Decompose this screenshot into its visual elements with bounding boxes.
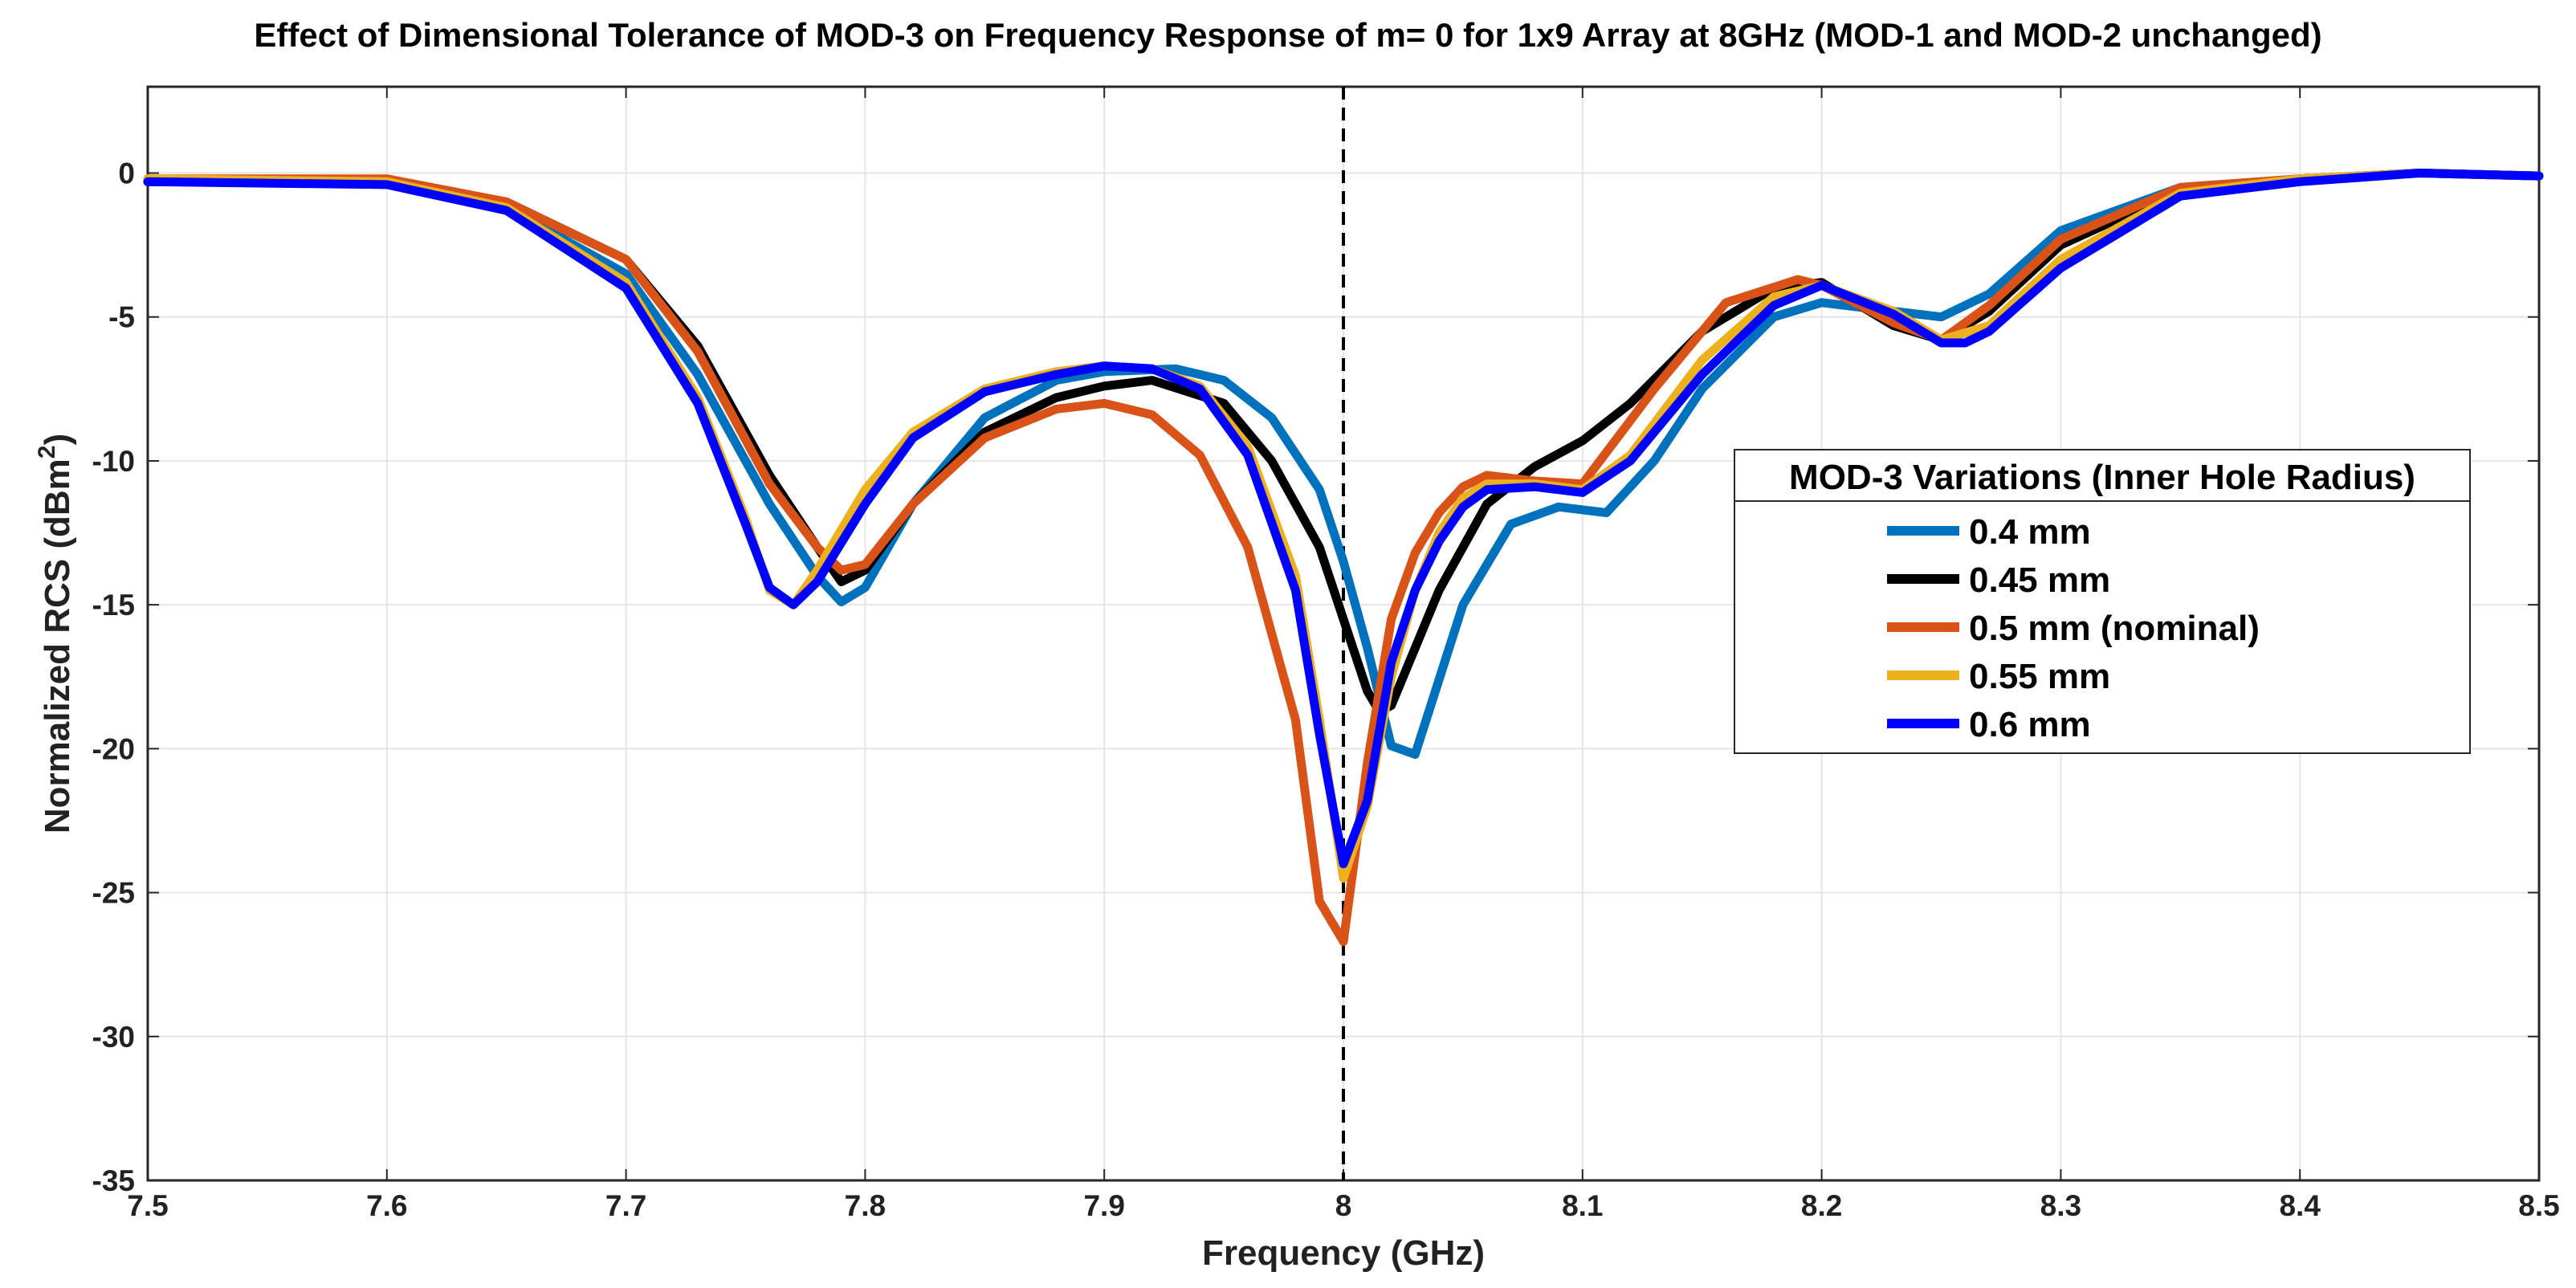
- series-line-0-6-mm: [143, 169, 2544, 869]
- chart-title: Effect of Dimensional Tolerance of MOD-3…: [254, 16, 2321, 54]
- y-tick-labels: 0 -5 -10 -15 -20 -25 -30 -35: [92, 157, 135, 1197]
- legend: MOD-3 Variations (Inner Hole Radius) 0.4…: [1734, 449, 2471, 754]
- y-tick-label: -25: [92, 877, 135, 910]
- y-tick-label: 0: [118, 157, 135, 190]
- x-tick-label: 7.6: [366, 1189, 407, 1222]
- legend-label: 0.45 mm: [1969, 560, 2110, 600]
- x-tick-label: 7.5: [127, 1189, 168, 1222]
- y-axis-label-main: Normalized RCS (dBm: [38, 459, 77, 834]
- x-tick-label: 8: [1335, 1189, 1352, 1222]
- y-tick-label: -20: [92, 732, 135, 765]
- y-tick-label: -5: [108, 301, 135, 334]
- legend-label: 0.55 mm: [1969, 657, 2110, 696]
- x-tick-label: 8.1: [1562, 1189, 1603, 1222]
- y-axis-label-close: ): [38, 434, 77, 446]
- legend-label: 0.4 mm: [1969, 512, 2091, 552]
- legend-entries: 0.4 mm 0.45 mm 0.5 mm (nominal) 0.55 mm 0.6 …: [1887, 512, 2260, 744]
- series-lines: [143, 169, 2544, 946]
- x-tick-label: 7.8: [845, 1189, 886, 1222]
- x-tick-label: 8.2: [1801, 1189, 1842, 1222]
- y-tick-label: -35: [92, 1164, 135, 1197]
- x-tick-label: 7.9: [1083, 1189, 1124, 1222]
- y-tick-label: -15: [92, 589, 135, 622]
- legend-label: 0.6 mm: [1969, 705, 2091, 744]
- x-tick-label: 8.3: [2040, 1189, 2081, 1222]
- legend-label: 0.5 mm (nominal): [1969, 609, 2260, 648]
- x-tick-labels: 7.5 7.6 7.7 7.8 7.9 8 8.1 8.2 8.3 8.4 8.5: [127, 1189, 2559, 1222]
- x-tick-label: 7.7: [605, 1189, 646, 1222]
- legend-title: MOD-3 Variations (Inner Hole Radius): [1789, 458, 2415, 497]
- x-tick-label: 8.4: [2279, 1189, 2321, 1222]
- y-axis-label-superscript: 2: [34, 446, 60, 459]
- y-tick-label: -10: [92, 445, 135, 478]
- x-tick-label: 8.5: [2518, 1189, 2559, 1222]
- y-tick-label: -30: [92, 1021, 135, 1054]
- x-axis-label: Frequency (GHz): [1202, 1233, 1485, 1273]
- y-axis-label: Normalized RCS (dBm2): [34, 434, 77, 834]
